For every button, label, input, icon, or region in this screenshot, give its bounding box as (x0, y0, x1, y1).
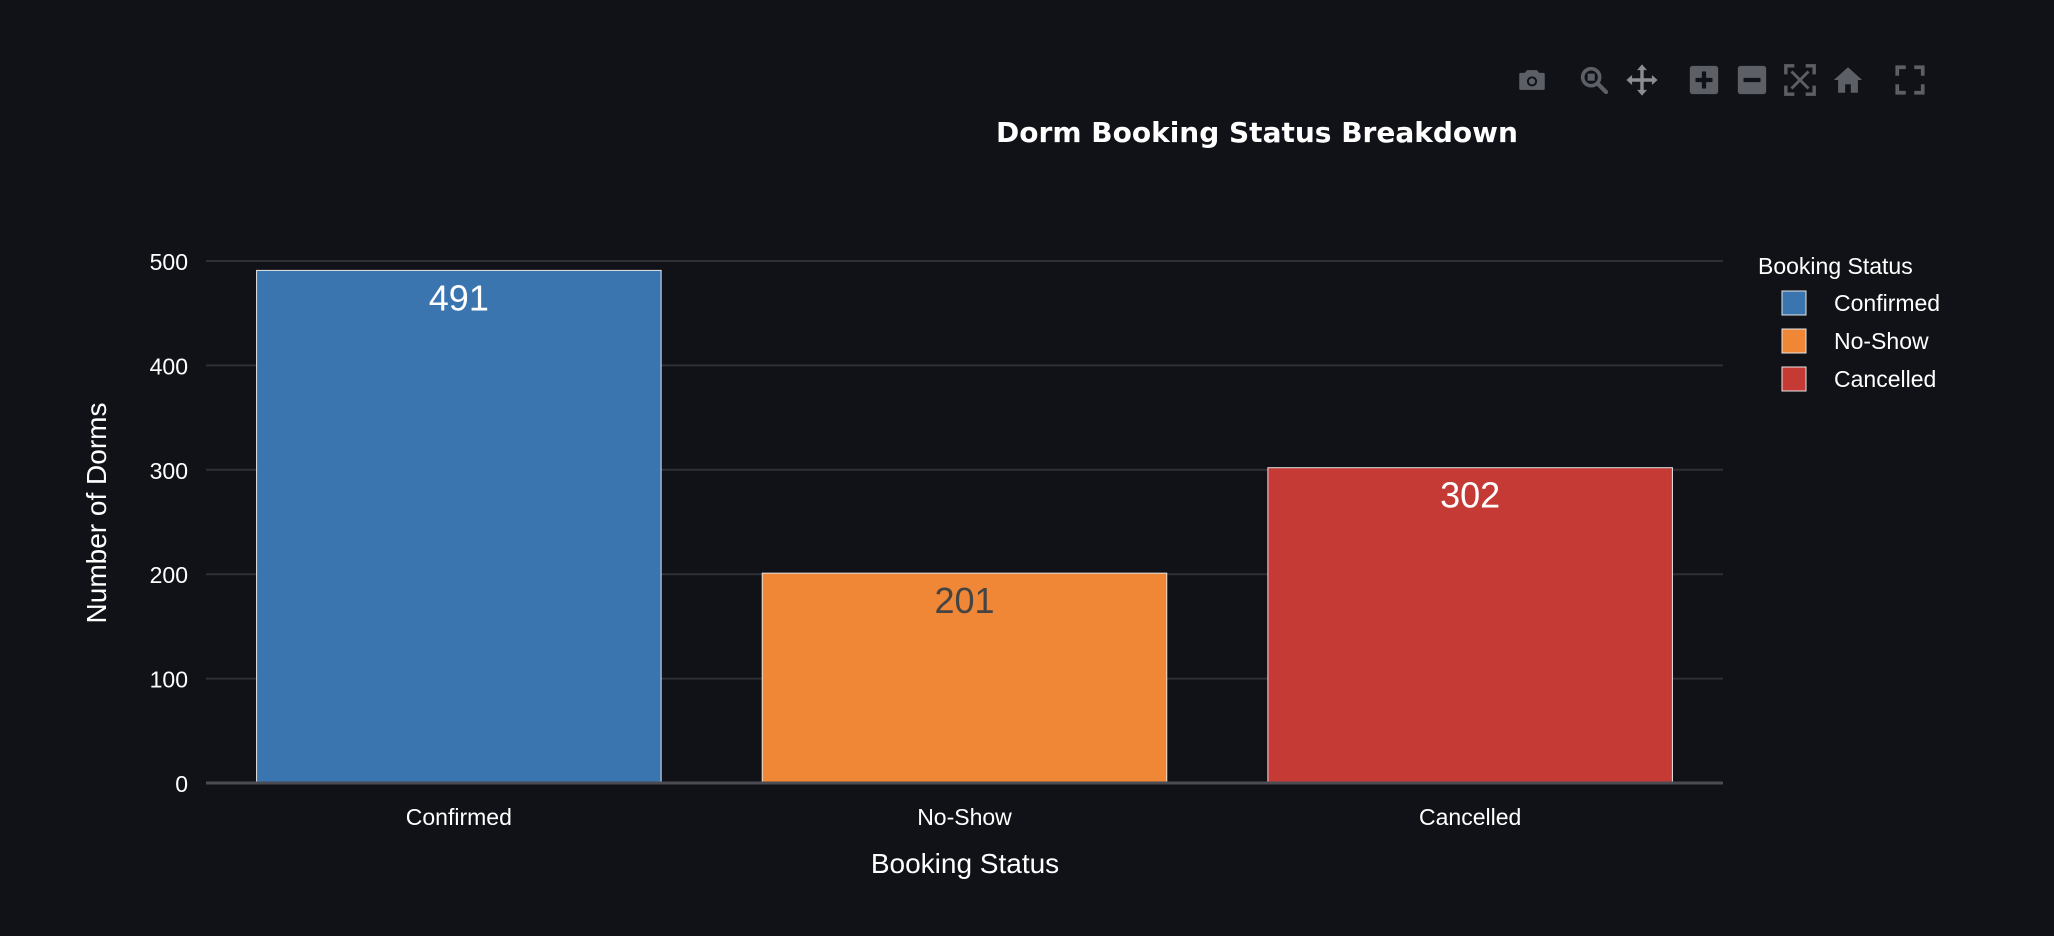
y-axis-title: Number of Dorms (81, 403, 112, 624)
zoom-out-button[interactable] (1728, 60, 1776, 100)
legend-swatch[interactable] (1781, 366, 1807, 392)
legend-title: Booking Status (1758, 253, 1913, 279)
y-tick-label: 400 (150, 353, 188, 379)
bar-no-show[interactable] (761, 572, 1168, 784)
y-tick-label: 100 (150, 667, 188, 693)
legend-label[interactable]: Cancelled (1834, 366, 1936, 392)
autoscale-icon (1784, 64, 1816, 96)
pan-button[interactable] (1618, 60, 1666, 100)
zoom-in-button[interactable] (1680, 60, 1728, 100)
legend-label[interactable]: Confirmed (1834, 290, 1940, 316)
zoom-icon (1580, 66, 1609, 95)
camera-button[interactable] (1508, 60, 1556, 100)
legend-swatch[interactable] (1781, 328, 1807, 354)
pan-icon (1626, 64, 1658, 96)
bar-value-label: 201 (934, 580, 994, 621)
x-tick-label: Confirmed (406, 804, 512, 830)
x-axis-title: Booking Status (871, 848, 1059, 879)
legend: Booking Status Confirmed No-Show Cancelled (1758, 253, 1940, 392)
bar-cancelled[interactable] (1267, 467, 1673, 784)
x-axis-ticks: Confirmed No-Show Cancelled (406, 804, 1522, 830)
bars (256, 269, 1673, 784)
bar-value-label: 302 (1440, 475, 1500, 516)
bar-value-label: 491 (429, 277, 489, 318)
fullscreen-icon (1895, 65, 1925, 95)
fullscreen-button[interactable] (1886, 60, 1934, 100)
y-tick-label: 200 (150, 562, 188, 588)
y-tick-label: 0 (175, 771, 188, 797)
y-tick-label: 300 (150, 458, 188, 484)
legend-items: Confirmed No-Show Cancelled (1781, 290, 1940, 392)
chart-title: Dorm Booking Status Breakdown (996, 116, 1518, 149)
bar-value-labels: 491 201 302 (429, 277, 1500, 621)
zoom-in-icon (1689, 65, 1719, 95)
reset-axes-icon (1833, 67, 1863, 93)
camera-icon (1519, 70, 1545, 90)
y-tick-label: 500 (150, 249, 188, 275)
zoom-button[interactable] (1570, 60, 1618, 100)
x-tick-label: No-Show (917, 804, 1012, 830)
autoscale-button[interactable] (1776, 60, 1824, 100)
bar-confirmed[interactable] (256, 269, 662, 784)
x-tick-label: Cancelled (1419, 804, 1521, 830)
reset-axes-button[interactable] (1824, 60, 1872, 100)
y-axis-ticks: 0 100 200 300 400 500 (150, 249, 188, 797)
legend-swatch[interactable] (1781, 290, 1807, 316)
modebar (1508, 60, 1934, 100)
legend-label[interactable]: No-Show (1834, 328, 1929, 354)
zoom-out-icon (1737, 65, 1767, 95)
